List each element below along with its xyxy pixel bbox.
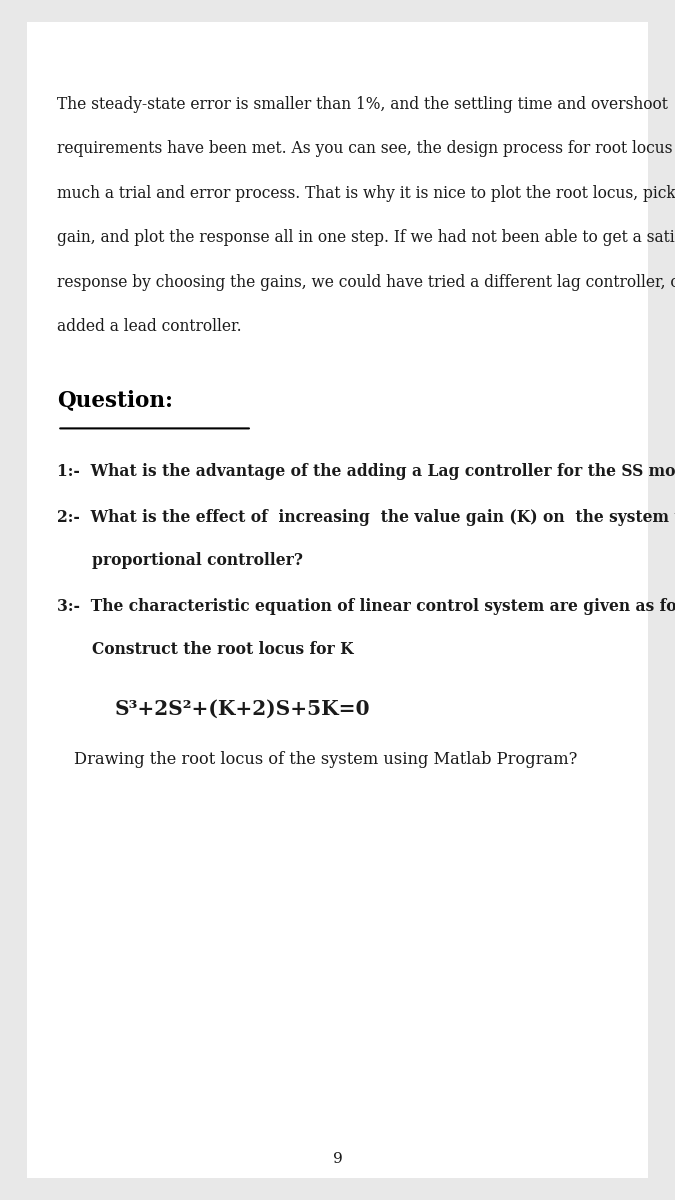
Text: 2:-  What is the effect of  increasing  the value gain (K) on  the system using : 2:- What is the effect of increasing the… xyxy=(57,509,675,526)
FancyBboxPatch shape xyxy=(27,22,648,1178)
Text: requirements have been met. As you can see, the design process for root locus is: requirements have been met. As you can s… xyxy=(57,140,675,157)
Text: gain, and plot the response all in one step. If we had not been able to get a sa: gain, and plot the response all in one s… xyxy=(57,229,675,246)
Text: proportional controller?: proportional controller? xyxy=(92,552,304,569)
Text: much a trial and error process. That is why it is nice to plot the root locus, p: much a trial and error process. That is … xyxy=(57,185,675,202)
Text: 1:-  What is the advantage of the adding a Lag controller for the SS model?: 1:- What is the advantage of the adding … xyxy=(57,463,675,480)
Text: Construct the root locus for K: Construct the root locus for K xyxy=(92,641,354,658)
Text: response by choosing the gains, we could have tried a different lag controller, : response by choosing the gains, we could… xyxy=(57,274,675,290)
Text: The steady-state error is smaller than 1%, and the settling time and overshoot: The steady-state error is smaller than 1… xyxy=(57,96,668,113)
Text: 9: 9 xyxy=(333,1152,342,1166)
Text: Question:: Question: xyxy=(57,389,173,410)
Text: added a lead controller.: added a lead controller. xyxy=(57,318,242,335)
Text: Drawing the root locus of the system using Matlab Program?: Drawing the root locus of the system usi… xyxy=(74,751,578,768)
Text: 3:-  The characteristic equation of linear control system are given as follows: 3:- The characteristic equation of linea… xyxy=(57,598,675,614)
Text: S³+2S²+(K+2)S+5K=0: S³+2S²+(K+2)S+5K=0 xyxy=(115,698,371,719)
